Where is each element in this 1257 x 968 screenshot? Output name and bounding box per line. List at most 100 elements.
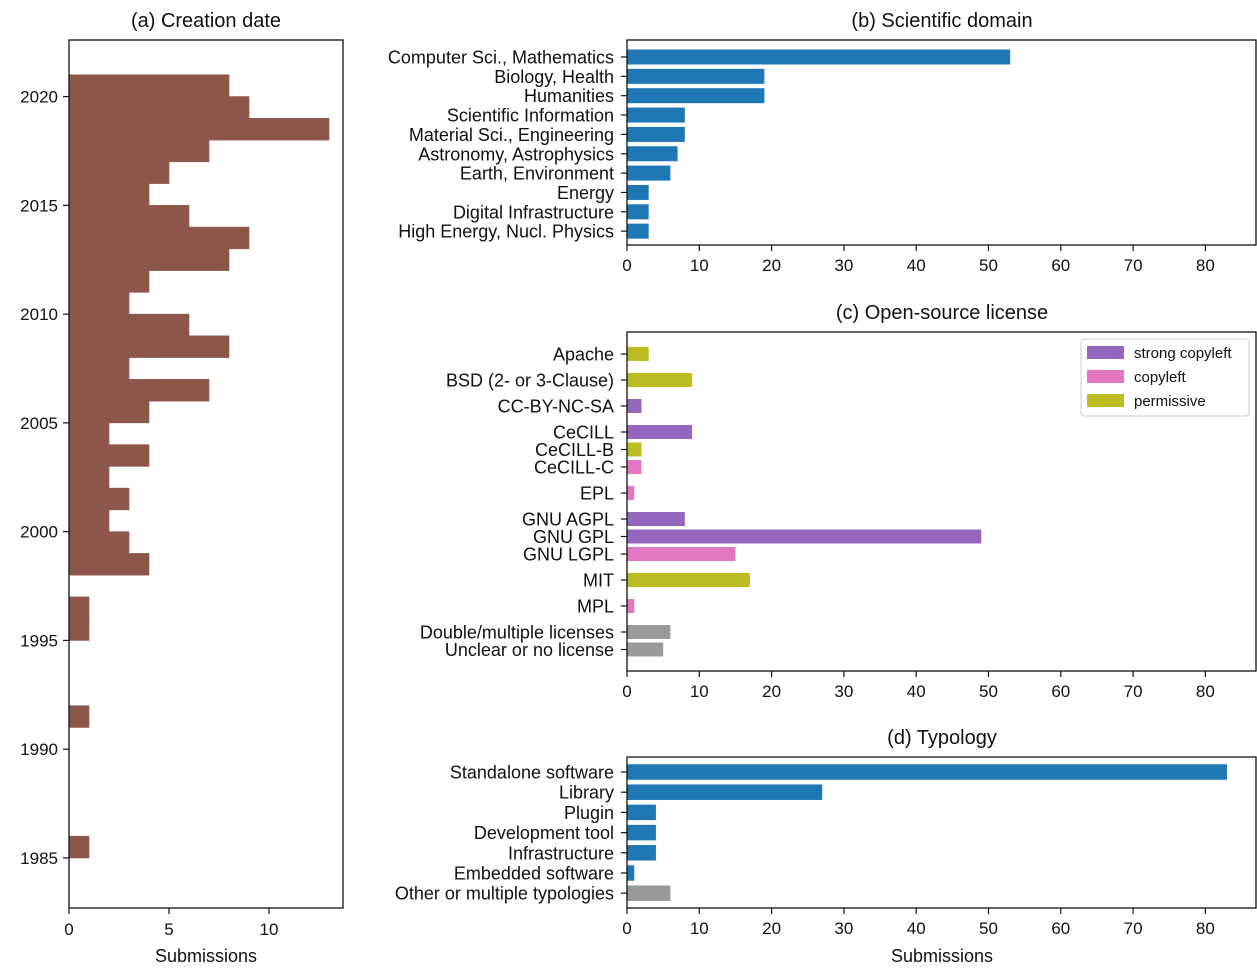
bar-humanities <box>627 88 765 104</box>
legend-swatch-copyleft <box>1087 370 1124 383</box>
panel-c-bars <box>627 347 982 657</box>
bar-year-2016 <box>68 161 170 184</box>
panel-a-ytick-label: 2015 <box>20 196 58 215</box>
xtick-label: 10 <box>690 919 709 938</box>
xtick-label: 50 <box>979 256 998 275</box>
category-label-infrastructure: Infrastructure <box>508 843 614 863</box>
category-label-embedded-software: Embedded software <box>454 864 614 884</box>
bar-epl <box>627 486 635 500</box>
bar-embedded-software <box>627 865 635 881</box>
bar-year-1985 <box>68 835 90 859</box>
category-label-cecill-c: CeCILL-C <box>534 458 614 478</box>
category-label-biology-health: Biology, Health <box>494 67 614 87</box>
xtick-label: 0 <box>622 919 631 938</box>
bar-year-1999 <box>68 531 130 554</box>
bar-cecill-c <box>627 460 642 474</box>
xtick-label: 10 <box>690 256 709 275</box>
bar-gnu-lgpl <box>627 547 736 561</box>
xtick-label: 40 <box>907 256 926 275</box>
category-label-scientific-information: Scientific Information <box>447 106 614 126</box>
bar-year-2013 <box>68 226 250 250</box>
panel-b-title: (b) Scientific domain <box>851 10 1032 32</box>
panel-creation-date: (a) Creation date 0 5 10 1985 1990 1995 2000 20… <box>20 10 344 966</box>
panel-open-source-license: (c) Open-source license Apache BSD (2- or… <box>420 302 1257 701</box>
category-label-energy: Energy <box>557 183 614 203</box>
bar-year-2017 <box>68 139 210 163</box>
xtick-label: 30 <box>834 919 853 938</box>
panel-a-ytick-label: 2005 <box>20 414 58 433</box>
category-label-apache: Apache <box>553 345 614 365</box>
panel-b-frame <box>626 39 1257 246</box>
xtick-label: 30 <box>834 256 853 275</box>
category-label-gnu-lgpl: GNU LGPL <box>523 545 614 565</box>
panel-d-bars <box>627 764 1228 901</box>
bar-gnu-agpl <box>627 512 685 526</box>
xtick-label: 40 <box>907 919 926 938</box>
panel-a-xlabel: Submissions <box>155 946 257 966</box>
bar-year-1998 <box>68 553 150 576</box>
bar-energy <box>627 184 649 200</box>
xtick-label: 40 <box>907 682 926 701</box>
panel-a-ticks: 0 5 10 1985 1990 1995 2000 2005 2010 2015 2020 <box>20 88 278 939</box>
xtick-label: 60 <box>1051 256 1070 275</box>
category-label-humanities: Humanities <box>524 86 614 106</box>
panel-b-bars <box>627 49 1011 239</box>
bar-year-2007 <box>68 357 130 380</box>
bar-gnu-gpl <box>627 529 982 544</box>
bar-year-2006 <box>68 379 210 402</box>
bar-library <box>627 784 823 800</box>
bar-cecill <box>627 425 693 439</box>
panel-a-ytick-label: 2000 <box>20 523 58 542</box>
bar-other-or-multiple-typologies <box>627 885 671 901</box>
bar-year-2004 <box>68 422 110 445</box>
legend-swatch-permissive <box>1087 394 1124 407</box>
category-label-standalone-software: Standalone software <box>450 763 614 783</box>
bar-year-2019 <box>68 96 250 119</box>
xtick-label: 10 <box>690 682 709 701</box>
bar-year-2015 <box>68 183 150 206</box>
bar-year-2002 <box>68 466 110 489</box>
category-label-cecill-b: CeCILL-B <box>535 440 614 460</box>
bar-year-2014 <box>68 205 190 228</box>
xtick-label: 50 <box>979 919 998 938</box>
bar-astronomy-astrophysics <box>627 146 678 162</box>
category-label-high-energy-nucl-physics: High Energy, Nucl. Physics <box>398 222 614 242</box>
xtick-label: 70 <box>1124 682 1143 701</box>
category-label-cc-by-nc-sa: CC-BY-NC-SA <box>498 397 614 417</box>
bar-double-multiple-licenses <box>627 625 671 639</box>
xtick-label: 0 <box>622 256 631 275</box>
category-label-other-or-multiple-typologies: Other or multiple typologies <box>395 884 614 904</box>
bar-development-tool <box>627 824 656 841</box>
xtick-label: 60 <box>1051 919 1070 938</box>
xtick-label: 60 <box>1051 682 1070 701</box>
bar-infrastructure <box>627 845 656 861</box>
bar-year-2001 <box>68 487 130 511</box>
bar-earth-environment <box>627 165 671 181</box>
category-label-digital-infrastructure: Digital Infrastructure <box>453 202 614 222</box>
bar-year-2000 <box>68 509 110 532</box>
panel-d-ticks: Standalone softwareLibraryPluginDevelopm… <box>395 763 1215 939</box>
category-label-double-multiple-licenses: Double/multiple licenses <box>420 623 614 643</box>
bar-computer-sci-mathematics <box>627 49 1011 65</box>
bar-year-2012 <box>68 248 230 271</box>
panel-a-title: (a) Creation date <box>131 10 281 32</box>
bar-scientific-information <box>627 107 685 123</box>
panel-scientific-domain: (b) Scientific domain Computer Sci., Mat… <box>388 10 1257 275</box>
bar-high-energy-nucl-physics <box>627 223 649 239</box>
category-label-gnu-gpl: GNU GPL <box>533 527 614 547</box>
bar-cecill-b <box>627 442 642 457</box>
panel-a-ytick-label: 2010 <box>20 305 58 324</box>
panel-a-bars <box>68 74 330 859</box>
category-label-unclear-or-no-license: Unclear or no license <box>445 640 614 660</box>
bar-year-2011 <box>68 270 150 293</box>
category-label-mit: MIT <box>583 571 614 591</box>
xtick-label: 20 <box>762 682 781 701</box>
bar-year-2020 <box>68 74 230 97</box>
bar-year-1995 <box>68 618 90 641</box>
bar-digital-infrastructure <box>627 204 649 220</box>
panel-a-ytick-label: 1990 <box>20 740 58 759</box>
category-label-cecill: CeCILL <box>553 423 614 443</box>
bar-standalone-software <box>627 764 1228 780</box>
bar-year-2010 <box>68 292 130 315</box>
